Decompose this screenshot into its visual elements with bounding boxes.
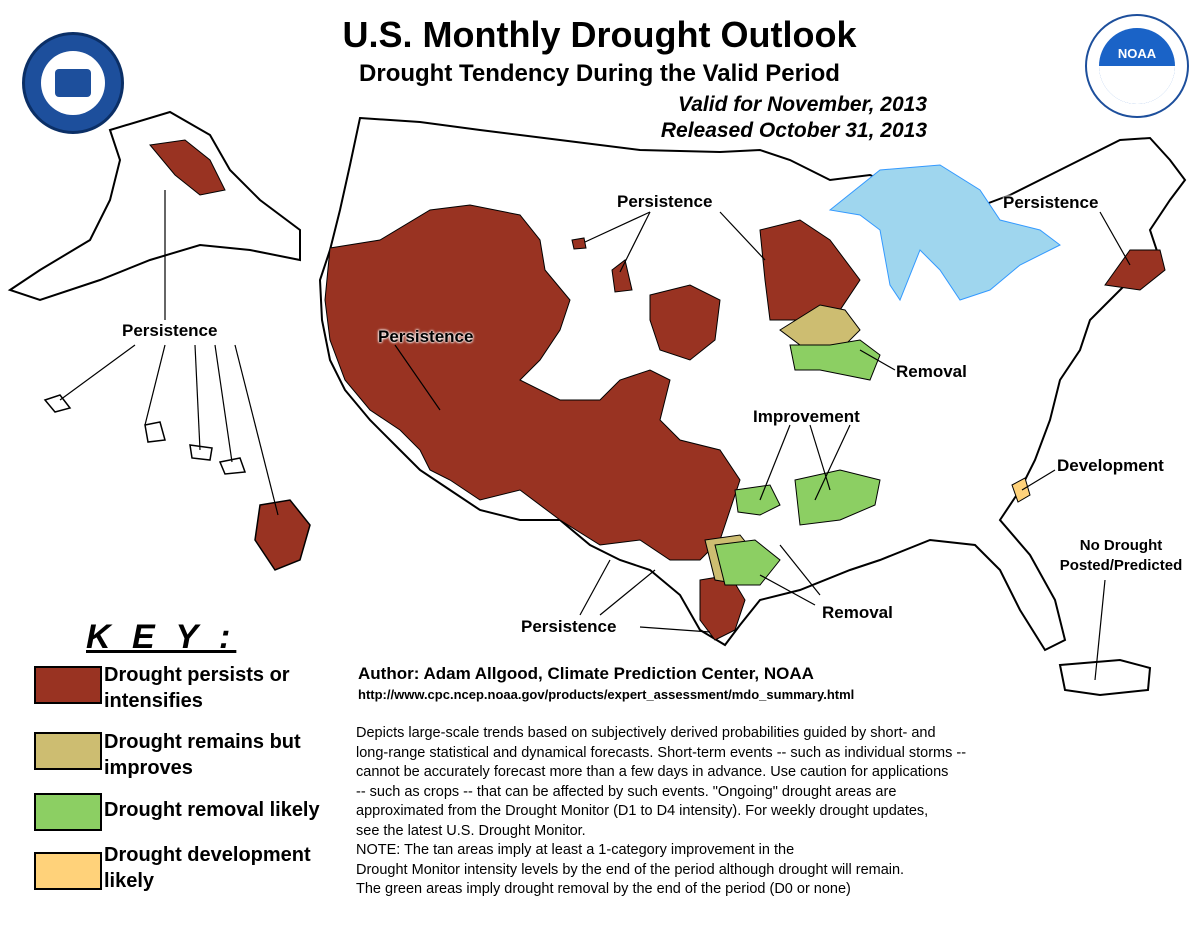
noaa-logo-icon: NOAA: [1085, 14, 1189, 118]
label-no-drought: No Drought Posted/Predicted: [1046, 536, 1196, 576]
key-item-development: Drought development likely: [104, 842, 354, 894]
description-line: approximated from the Drought Monitor (D…: [356, 803, 929, 819]
description-line: Depicts large-scale trends based on subj…: [356, 725, 936, 741]
label-development: Development: [1057, 456, 1164, 475]
description-line: long-range statistical and dynamical for…: [356, 744, 967, 761]
persist-hawaii: [254, 499, 311, 571]
key-item-persist: Drought persists or intensifies: [104, 662, 354, 714]
key-improve-line1: Drought remains but: [104, 731, 301, 753]
persist-plains: [649, 284, 721, 361]
persist-nd: [611, 259, 633, 293]
label-persistence-texas: Persistence: [521, 617, 617, 636]
key-swatch-improve: [34, 732, 102, 770]
removal-midwest: [789, 339, 881, 381]
great-lakes: [828, 164, 1061, 302]
key-persist-line1: Drought persists or: [104, 664, 290, 686]
development-carolina: [1011, 477, 1031, 503]
key-persist-line2: intensifies: [104, 690, 203, 712]
label-removal-midwest: Removal: [896, 362, 967, 381]
department-of-commerce-seal-icon: [22, 32, 124, 134]
label-persistence-north: Persistence: [617, 192, 713, 211]
key-item-improve: Drought remains but improves: [104, 729, 354, 781]
leader-lines: [59, 190, 1131, 681]
description-line: Drought Monitor intensity levels by the …: [356, 861, 905, 878]
description-line: cannot be accurately forecast more than …: [356, 764, 949, 780]
label-persistence-west: Persistence: [378, 327, 474, 346]
key-development-line1: Drought development: [104, 844, 311, 866]
author: Author: Adam Allgood, Climate Prediction…: [358, 664, 814, 683]
alaska-outline: [7, 110, 301, 302]
key-item-removal: Drought removal likely: [104, 797, 354, 823]
persist-west: [324, 204, 741, 561]
description-line: -- such as crops -- that can be affected…: [356, 783, 897, 800]
description-line: NOTE: The tan areas imply at least a 1-c…: [356, 842, 795, 858]
hawaii-islands: [43, 394, 247, 475]
release-date: Released October 31, 2013: [660, 119, 927, 142]
key-improve-line2: improves: [104, 757, 193, 779]
page-subtitle: Drought Tendency During the Valid Period: [359, 60, 840, 87]
removal-south: [794, 469, 881, 526]
label-persistence-alaska: Persistence: [122, 321, 218, 340]
persist-mt-spot: [571, 237, 587, 250]
label-no-drought-line2: Posted/Predicted: [1059, 557, 1183, 574]
label-removal-south: Removal: [822, 603, 893, 622]
persist-northeast: [1104, 249, 1166, 291]
page-title: U.S. Monthly Drought Outlook: [342, 14, 857, 55]
noaa-logo-text: NOAA: [1117, 46, 1157, 61]
summary-url: http://www.cpc.ncep.noaa.gov/products/ex…: [358, 687, 855, 702]
removal-ar: [734, 484, 781, 516]
persist-alaska: [149, 139, 226, 196]
key-swatch-development: [34, 852, 102, 890]
puerto-rico: [1058, 658, 1152, 697]
label-persistence-northeast: Persistence: [1003, 193, 1099, 212]
key-swatch-removal: [34, 793, 102, 831]
description-line: see the latest U.S. Drought Monitor.: [356, 822, 586, 839]
key-removal-line1: Drought removal likely: [104, 799, 320, 821]
removal-texas: [714, 539, 781, 586]
label-improvement: Improvement: [753, 407, 860, 426]
description-line: The green areas imply drought removal by…: [356, 881, 851, 897]
key-swatch-persist: [34, 666, 102, 704]
valid-period: Valid for November, 2013: [678, 93, 927, 116]
key-title: K E Y :: [86, 618, 237, 656]
label-no-drought-line1: No Drought: [1079, 537, 1163, 554]
description: Depicts large-scale trends based on subj…: [356, 724, 1096, 900]
key-development-line2: likely: [104, 870, 155, 892]
